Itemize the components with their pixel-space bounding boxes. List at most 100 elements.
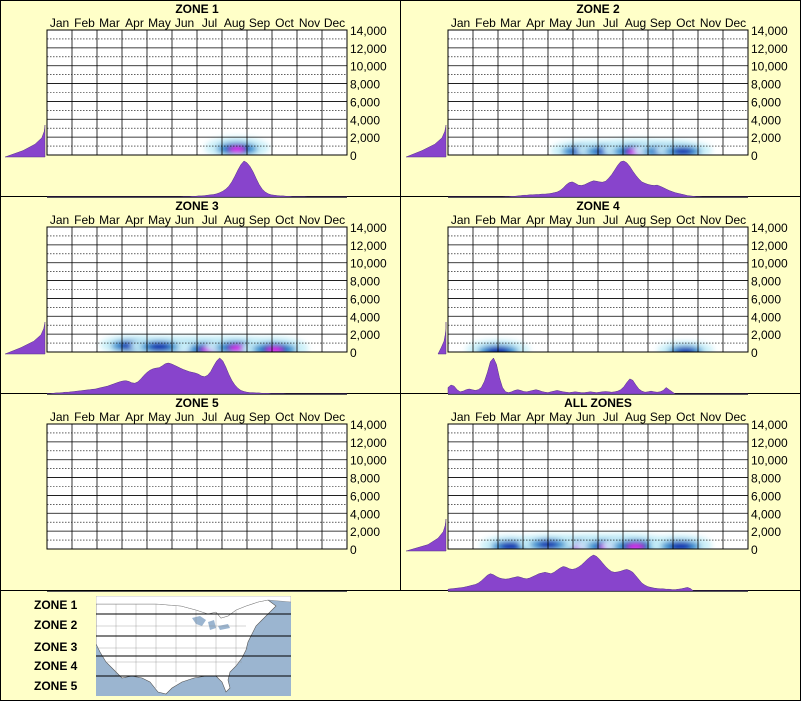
month-tick-label: Jul [603, 16, 618, 30]
month-density-area [47, 160, 347, 198]
elevation-tick-label: 8,000 [350, 275, 380, 289]
heat-hotspot [204, 136, 270, 155]
zone-panel-2: ZONE 2 Jan Feb Mar Apr May Jun Jul Aug Sep Oct Nov D… [405, 2, 788, 198]
month-tick-label: Sep [249, 213, 271, 227]
elevation-tick-label: 4,000 [350, 507, 380, 521]
elevation-tick-label: 4,000 [751, 113, 781, 127]
heat-hotspot [240, 336, 309, 352]
elevation-tick-label: 2,000 [751, 131, 781, 145]
month-tick-label: Feb [475, 410, 496, 424]
elevation-tick-label: 2,000 [751, 525, 781, 539]
legend-zone-5: ZONE 5 [34, 679, 78, 693]
month-tick-label: Dec [725, 410, 746, 424]
month-tick-label: Jan [451, 16, 470, 30]
month-tick-label: Jun [175, 16, 194, 30]
map-state-borders [96, 604, 248, 688]
panel-title: ZONE 2 [576, 2, 620, 16]
month-tick-label: Apr [526, 213, 545, 227]
heat-layer [550, 138, 713, 155]
legend-zone-4: ZONE 4 [34, 659, 78, 673]
elevation-tick-label: 14,000 [350, 24, 387, 38]
month-tick-label: May [148, 410, 171, 424]
elevation-tick-label: 8,000 [751, 78, 781, 92]
month-tick-label: Mar [500, 410, 521, 424]
heat-hotspot [648, 534, 713, 549]
elevation-tick-label: 10,000 [751, 454, 788, 468]
elevation-tick-label: 8,000 [751, 472, 781, 486]
elevation-tick-label: 12,000 [751, 436, 788, 450]
month-tick-label: Jan [50, 410, 69, 424]
month-tick-label: Oct [275, 410, 294, 424]
month-tick-label: Jun [175, 410, 194, 424]
month-tick-label: Dec [324, 213, 345, 227]
month-tick-label: Oct [676, 410, 695, 424]
month-tick-label: Jul [202, 213, 217, 227]
elevation-tick-label: 10,000 [751, 257, 788, 271]
month-tick-label: Aug [224, 410, 245, 424]
elevation-tick-label: 2,000 [751, 328, 781, 342]
panel-title: ZONE 4 [576, 199, 620, 213]
panel-title: ZONE 3 [175, 199, 219, 213]
legend-zone-2: ZONE 2 [34, 618, 78, 632]
elevation-density-area [437, 322, 447, 355]
month-tick-label: May [148, 213, 171, 227]
elevation-density-area [4, 124, 46, 158]
month-tick-label: May [549, 16, 572, 30]
grid-lines [447, 423, 749, 550]
elevation-tick-label: 4,000 [350, 113, 380, 127]
month-tick-label: Apr [526, 16, 545, 30]
elevation-density-area [4, 321, 46, 355]
elevation-tick-label: 6,000 [350, 95, 380, 109]
month-tick-label: Apr [526, 410, 545, 424]
grid-lines [447, 226, 749, 353]
month-tick-label: Jul [202, 410, 217, 424]
grid-lines [46, 423, 348, 550]
month-tick-label: Jun [175, 213, 194, 227]
month-density-area [448, 160, 748, 198]
month-tick-label: Dec [324, 16, 345, 30]
elevation-tick-label: 6,000 [751, 95, 781, 109]
month-tick-label: Sep [650, 16, 672, 30]
panel-title: ZONE 1 [175, 2, 219, 16]
heat-hotspot [653, 140, 713, 155]
month-tick-label: Jan [451, 213, 470, 227]
panel-title: ALL ZONES [564, 396, 632, 410]
elevation-tick-label: 14,000 [751, 418, 788, 432]
month-tick-label: May [148, 16, 171, 30]
elevation-tick-label: 12,000 [751, 239, 788, 253]
zone-panel-3: ZONE 3 Jan Feb Mar Apr May Jun Jul Aug Sep Oct Nov D… [4, 199, 387, 395]
month-tick-label: Nov [299, 16, 320, 30]
zone-panel-6: ALL ZONES Jan Feb Mar Apr May Jun Jul Aug Sep Oct N… [405, 396, 788, 592]
heat-hotspot [657, 341, 714, 352]
elevation-tick-label: 10,000 [350, 454, 387, 468]
zone-panel-4: ZONE 4 Jan Feb Mar Apr May Jun Jul Aug Sep Oct Nov D… [437, 199, 788, 395]
elevation-tick-label: 12,000 [751, 42, 788, 56]
month-tick-label: Feb [74, 16, 95, 30]
elevation-tick-label: 2,000 [350, 328, 380, 342]
month-tick-label: Sep [650, 213, 672, 227]
elevation-tick-label: 6,000 [350, 489, 380, 503]
elevation-tick-label: 0 [350, 346, 357, 360]
month-tick-label: Apr [125, 213, 144, 227]
month-tick-label: Mar [99, 16, 120, 30]
legend-zone-1: ZONE 1 [34, 598, 78, 612]
month-tick-label: Jun [576, 410, 595, 424]
zone-panel-5: ZONE 5 Jan Feb Mar Apr May Jun Jul Aug Sep Oct Nov D… [46, 396, 387, 592]
elevation-tick-label: 14,000 [350, 418, 387, 432]
month-tick-label: Dec [725, 16, 746, 30]
elevation-density-area [405, 518, 447, 552]
elevation-tick-label: 12,000 [350, 436, 387, 450]
elevation-tick-label: 8,000 [751, 275, 781, 289]
grid-lines [46, 226, 348, 353]
elevation-tick-label: 6,000 [350, 292, 380, 306]
heat-layer [204, 136, 270, 155]
elevation-tick-label: 4,000 [751, 507, 781, 521]
month-tick-label: Jan [50, 16, 69, 30]
month-tick-label: Aug [224, 16, 245, 30]
panel-title: ZONE 5 [175, 396, 219, 410]
elevation-tick-label: 4,000 [350, 310, 380, 324]
map-canada [96, 596, 291, 619]
heat-hotspot [129, 335, 190, 352]
month-tick-label: Mar [99, 410, 120, 424]
elevation-density-area [405, 124, 447, 158]
